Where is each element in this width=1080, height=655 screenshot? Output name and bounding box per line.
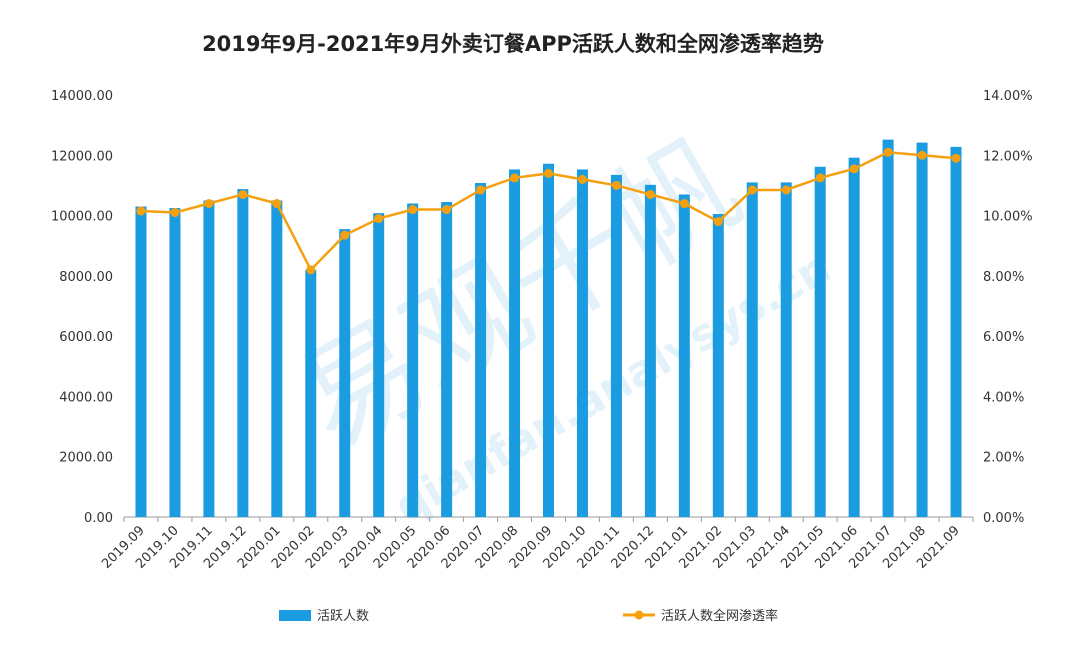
left-tick-label: 8000.00 xyxy=(59,270,113,285)
line-point xyxy=(340,230,350,240)
bar xyxy=(882,139,894,517)
bar xyxy=(339,229,351,517)
line-point xyxy=(510,173,520,183)
bar xyxy=(475,183,487,517)
line-point xyxy=(204,199,214,209)
right-tick-label: 14.00% xyxy=(983,89,1033,104)
bar xyxy=(814,166,826,518)
right-tick-label: 8.00% xyxy=(983,270,1024,285)
bar xyxy=(203,200,215,517)
line-point xyxy=(679,199,689,209)
bar xyxy=(916,142,928,517)
right-tick-label: 4.00% xyxy=(983,390,1024,405)
line-point xyxy=(136,206,146,216)
x-axis: 2019.092019.102019.112019.122020.012020.… xyxy=(99,517,974,572)
right-tick-label: 0.00% xyxy=(983,511,1024,526)
legend-label-bar: 活跃人数 xyxy=(317,609,369,624)
line-point xyxy=(951,153,961,163)
line-point xyxy=(815,173,825,183)
right-tick-label: 6.00% xyxy=(983,330,1024,345)
line-point xyxy=(408,205,418,215)
legend-swatch-bar xyxy=(279,610,311,621)
bar-series xyxy=(135,139,962,518)
line-series xyxy=(136,147,961,275)
line-point xyxy=(645,189,655,199)
chart-title: 2019年9月-2021年9月外卖订餐APP活跃人数和全网渗透率趋势 xyxy=(202,32,824,56)
line-point xyxy=(306,265,316,275)
left-tick-label: 6000.00 xyxy=(59,330,113,345)
legend: 活跃人数 活跃人数全网渗透率 xyxy=(279,608,778,624)
bar xyxy=(407,203,419,517)
bar xyxy=(509,169,521,517)
bar xyxy=(271,200,283,517)
line-point xyxy=(917,150,927,160)
bar xyxy=(746,182,758,517)
bar xyxy=(678,194,690,517)
line-point xyxy=(713,217,723,227)
bar xyxy=(644,184,656,517)
bar xyxy=(610,174,622,517)
bar xyxy=(712,214,724,518)
line-point xyxy=(747,185,757,195)
line-point xyxy=(883,147,893,157)
line-point xyxy=(781,185,791,195)
right-tick-label: 10.00% xyxy=(983,210,1033,225)
bar xyxy=(373,213,385,517)
right-axis: 0.00% 2.00% 4.00% 6.00% 8.00% 10.00% 12.00% 14.… xyxy=(983,89,1033,526)
legend-swatch-marker xyxy=(634,610,644,620)
bar xyxy=(441,202,453,517)
line-point xyxy=(544,168,553,178)
left-tick-label: 0.00 xyxy=(84,511,113,526)
left-axis: 0.00 2000.00 4000.00 6000.00 8000.00 10000.00… xyxy=(51,89,113,526)
bar xyxy=(848,157,860,517)
line-point xyxy=(442,205,452,215)
left-tick-label: 10000.00 xyxy=(51,210,113,225)
bar xyxy=(543,163,554,517)
line-point xyxy=(238,189,248,199)
bar xyxy=(780,182,792,517)
bar xyxy=(576,169,588,517)
bar xyxy=(237,189,249,517)
legend-label-line: 活跃人数全网渗透率 xyxy=(661,608,778,624)
right-tick-label: 2.00% xyxy=(983,451,1024,466)
bar xyxy=(950,146,962,518)
left-tick-label: 2000.00 xyxy=(59,451,113,466)
bar xyxy=(135,206,147,517)
line-point xyxy=(170,208,180,218)
right-tick-label: 12.00% xyxy=(983,149,1033,164)
left-tick-label: 4000.00 xyxy=(59,390,113,405)
line-point xyxy=(374,214,384,224)
line-point xyxy=(849,164,859,174)
line-point xyxy=(476,185,486,195)
line-point xyxy=(611,180,621,190)
bar xyxy=(305,269,317,517)
bar xyxy=(169,208,181,518)
line-point xyxy=(272,199,282,209)
left-tick-label: 14000.00 xyxy=(51,89,113,104)
line-point xyxy=(577,174,587,184)
left-tick-label: 12000.00 xyxy=(51,149,113,164)
